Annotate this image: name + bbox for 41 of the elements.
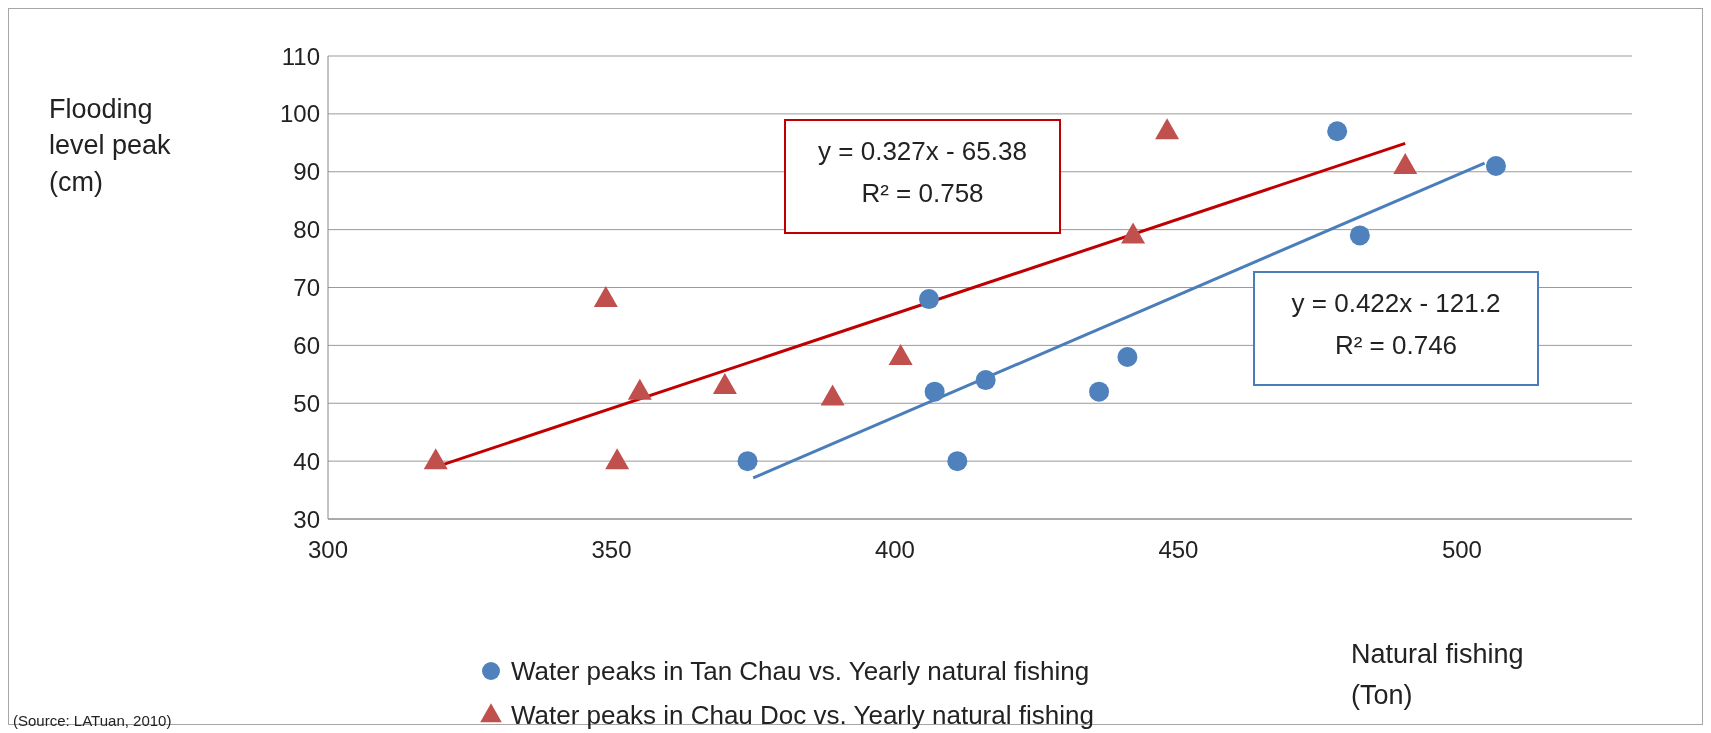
point <box>712 372 737 394</box>
annotation: y = 0.422x - 121.2 R² = 0.746 <box>1253 271 1539 386</box>
point <box>593 286 618 308</box>
text: (Source: LATuan, 2010) <box>13 712 172 729</box>
point <box>423 448 448 470</box>
point <box>1089 381 1110 402</box>
y-tick-label: 80 <box>293 216 320 244</box>
y-axis-title: Flooding level peak (cm) <box>49 93 171 199</box>
x-tick-label: 450 <box>1158 536 1199 564</box>
y-tick-label: 100 <box>279 100 320 128</box>
x-tick-label: 400 <box>874 536 915 564</box>
point <box>1327 121 1348 142</box>
point <box>975 370 996 391</box>
point <box>1117 346 1138 367</box>
annotation: y = 0.327x - 65.38 R² = 0.758 <box>784 119 1061 234</box>
y-tick-label: 60 <box>293 331 320 359</box>
point <box>627 378 652 400</box>
point <box>924 381 945 402</box>
point <box>1393 152 1418 174</box>
y-tick-label: 70 <box>293 274 320 302</box>
point <box>918 289 939 310</box>
x-axis-title: Natural fishing (Ton) <box>1351 638 1524 712</box>
y-tick-label: 30 <box>293 505 320 533</box>
x-tick-label: 300 <box>307 536 349 564</box>
legend-label: Water peaks in Tan Chau vs. Yearly natural fishing <box>510 654 1091 688</box>
y-tick-label: 90 <box>293 158 320 186</box>
point <box>888 343 913 365</box>
point <box>605 448 630 470</box>
point <box>1121 222 1146 244</box>
x-tick-label: 350 <box>591 536 632 564</box>
point <box>820 384 845 406</box>
point <box>1485 155 1506 176</box>
legend-label: Water peaks in Chau Doc vs. Yearly natural fishing <box>510 698 1094 732</box>
point <box>737 451 758 472</box>
point <box>1349 225 1370 246</box>
y-tick-label: 110 <box>281 42 320 70</box>
point <box>1155 118 1180 140</box>
point <box>947 451 968 472</box>
y-tick-label: 40 <box>293 447 320 475</box>
x-tick-label: 500 <box>1441 536 1482 564</box>
y-tick-label: 50 <box>293 389 320 417</box>
